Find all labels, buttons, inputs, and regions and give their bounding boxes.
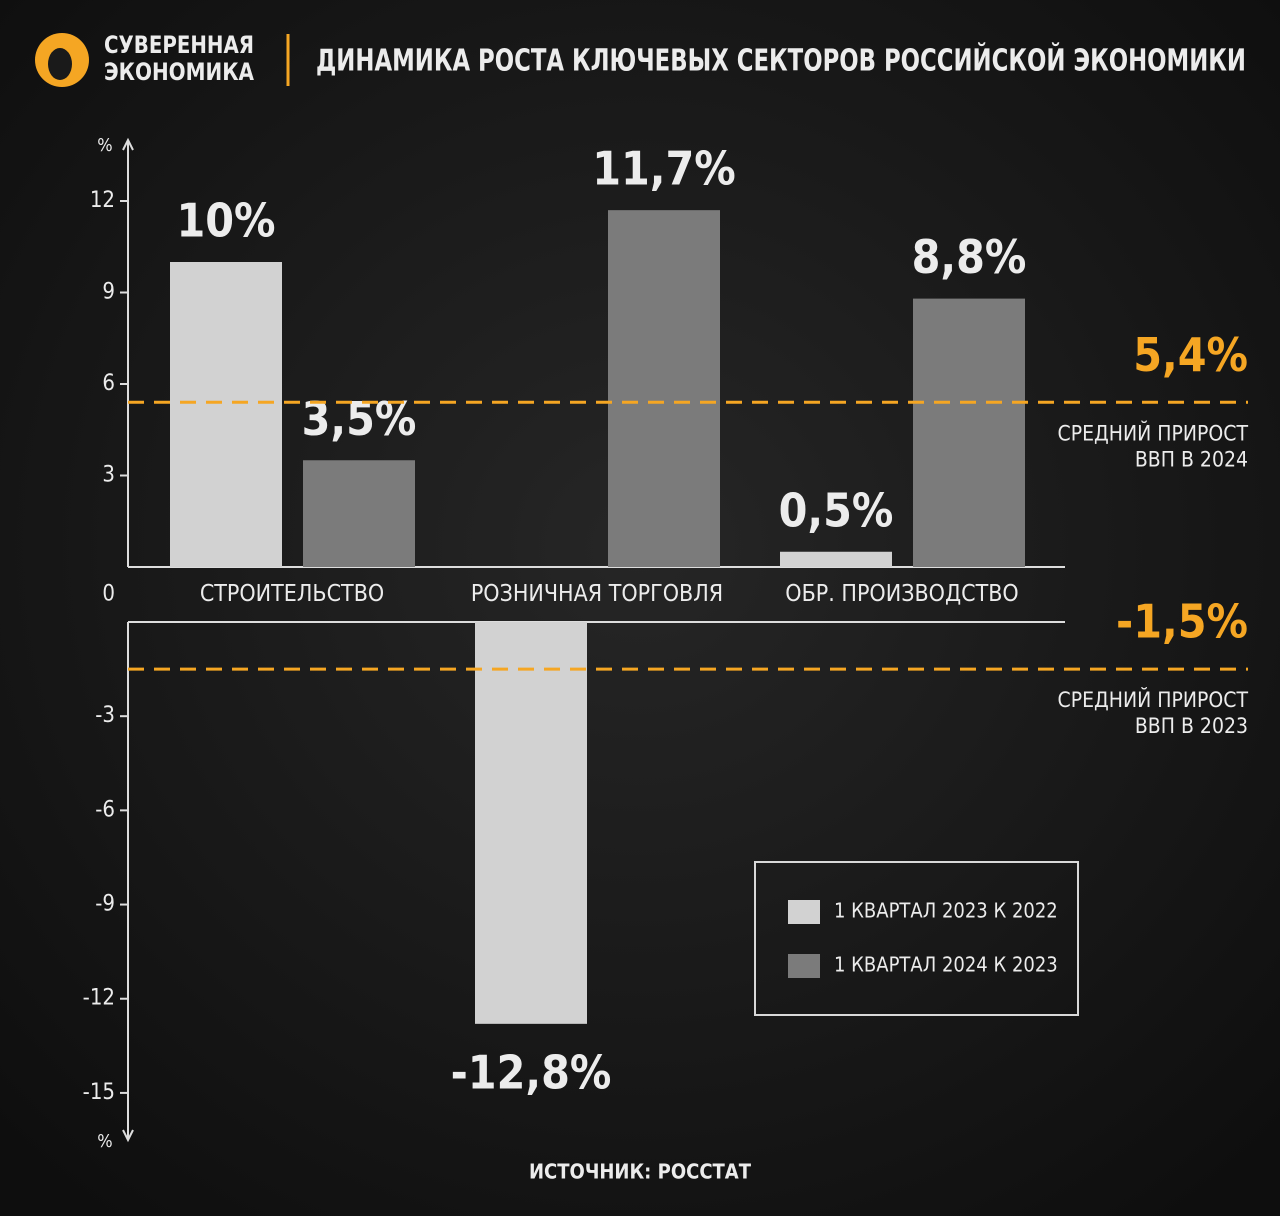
y-tick-label: 9 <box>102 280 115 305</box>
reference-text: ВВП В 2024 <box>1135 447 1248 471</box>
bar <box>780 551 892 567</box>
y-tick-label: -15 <box>83 1080 115 1105</box>
y-unit: % <box>97 135 112 156</box>
y-tick-label: -3 <box>95 703 115 728</box>
y-tick-label: -6 <box>95 797 115 822</box>
reference-label: -1,5% <box>1116 595 1248 649</box>
legend-label: 1 КВАРТАЛ 2023 К 2022 <box>834 899 1058 923</box>
bar <box>475 622 587 1024</box>
y-tick-label: 3 <box>102 463 115 488</box>
y-tick-label: -12 <box>83 986 115 1011</box>
value-label: 8,8% <box>912 230 1027 284</box>
value-label: -12,8% <box>451 1045 612 1099</box>
y-tick-label: 0 <box>102 582 115 607</box>
bar <box>170 262 282 567</box>
value-label: 3,5% <box>302 392 417 446</box>
bar <box>303 460 415 567</box>
source: ИСТОЧНИК: РОССТАТ <box>529 1160 752 1184</box>
x-tick-label: СТРОИТЕЛЬСТВО <box>200 581 384 607</box>
value-label: 0,5% <box>779 483 894 537</box>
reference-text: ВВП В 2023 <box>1135 714 1248 738</box>
legend-swatch <box>788 900 820 924</box>
legend-label: 1 КВАРТАЛ 2024 К 2023 <box>834 953 1058 977</box>
y-tick-label: 6 <box>102 371 115 396</box>
axis-arrow <box>122 1129 134 1143</box>
bar <box>608 210 720 567</box>
value-label: 11,7% <box>592 142 736 196</box>
logo-bear <box>48 48 72 80</box>
reference-text: СРЕДНИЙ ПРИРОСТ <box>1058 420 1249 445</box>
axis-arrow <box>122 137 134 151</box>
value-label: 10% <box>176 194 275 248</box>
legend-box <box>754 861 1079 1016</box>
y-tick-label: -9 <box>95 892 115 917</box>
brand: ЭКОНОМИКА <box>104 58 254 86</box>
y-unit: % <box>97 1131 112 1152</box>
x-tick-label: РОЗНИЧНАЯ ТОРГОВЛЯ <box>471 581 723 607</box>
reference-label: 5,4% <box>1133 328 1248 382</box>
reference-text: СРЕДНИЙ ПРИРОСТ <box>1058 687 1249 712</box>
x-tick-label: ОБР. ПРОИЗВОДСТВО <box>785 581 1018 607</box>
brand: СУВЕРЕННАЯ <box>104 31 254 59</box>
title: ДИНАМИКА РОСТА КЛЮЧЕВЫХ СЕКТОРОВ РОССИЙС… <box>316 43 1246 79</box>
y-tick-label: 12 <box>90 188 115 213</box>
legend-swatch <box>788 954 820 978</box>
bar <box>913 298 1025 567</box>
